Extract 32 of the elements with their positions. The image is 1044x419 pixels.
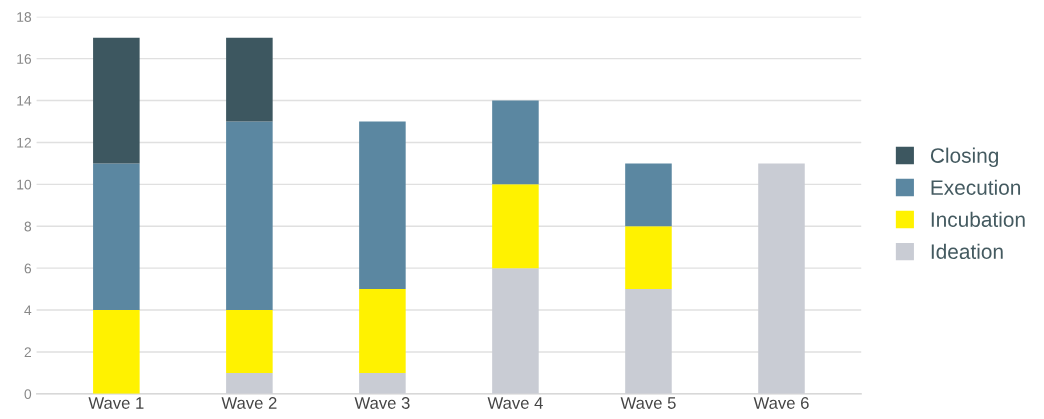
x-tick-label: Wave 5 (620, 397, 676, 409)
legend-label: Execution (931, 179, 1021, 195)
y-tick-label: 12 (17, 137, 31, 148)
bar (226, 121, 273, 311)
bar (492, 184, 539, 269)
bar (359, 289, 406, 373)
bar (625, 163, 672, 227)
bar (226, 310, 273, 373)
legend-label: Closing (930, 147, 999, 168)
legend-label: Incubation (931, 211, 1025, 227)
bar (625, 226, 672, 290)
bar (93, 310, 140, 394)
x-tick-label: Wave 4 (487, 397, 543, 409)
bar (226, 37, 273, 122)
y-tick-label: 14 (17, 96, 32, 106)
y-tick-label: 16 (17, 53, 32, 64)
bar (93, 163, 140, 311)
y-tick-label: 8 (24, 221, 32, 232)
x-tick-label: Wave 2 (221, 397, 277, 409)
y-tick-label: 18 (17, 12, 32, 22)
y-tick-label: 0 (24, 389, 32, 400)
bar (359, 121, 406, 290)
bar (93, 37, 140, 164)
x-tick-label: Wave 1 (88, 397, 144, 409)
legend-label: Ideation (931, 243, 1003, 259)
y-tick-label: 6 (24, 263, 32, 274)
x-tick-label: Wave 6 (753, 397, 809, 409)
y-tick-label: 2 (24, 347, 31, 357)
x-tick-label: Wave 3 (354, 397, 410, 409)
y-tick-label: 10 (17, 179, 32, 190)
bar (492, 100, 539, 185)
y-tick-label: 4 (24, 305, 32, 316)
